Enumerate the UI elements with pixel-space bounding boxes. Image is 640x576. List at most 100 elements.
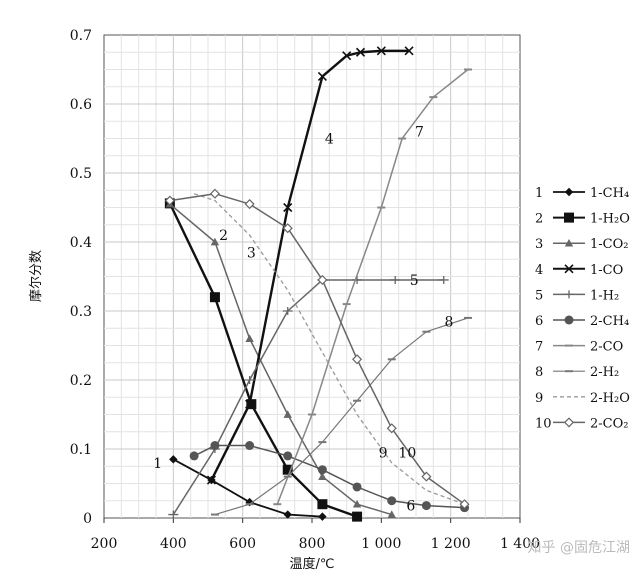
x-axis-title: 温度/℃ [290,556,335,572]
axes: 200 400 600 800 1 000 1 200 1 400 0 0.1 0.2 0.3 0.4… [70,28,540,552]
series-line [172,279,444,515]
data-point [244,199,255,210]
series-4 [206,46,414,485]
data-point [352,500,362,508]
data-point [206,475,217,485]
curve-label: 3 [247,245,256,261]
data-point [189,451,199,461]
x-tick-label: 600 [229,536,256,552]
series-7 [273,68,472,506]
curve-label: 10 [398,445,416,461]
legend-label: 1-CO [590,263,623,278]
data-point [246,399,257,410]
x-tick-label: 800 [299,536,326,552]
y-axis-title: 摩尔分数 [28,250,44,302]
data-point [387,510,396,518]
grid [103,34,521,519]
x-tick-label: 1 400 [500,536,540,552]
series-8 [210,316,472,516]
data-point [421,501,431,511]
data-point [244,376,255,384]
data-point [318,472,327,480]
data-point [387,496,397,506]
data-point [209,292,220,303]
x-tick-label: 400 [160,536,187,552]
data-point [283,410,292,418]
data-point [245,399,255,409]
x-tick-label: 1 000 [361,536,401,552]
legend-number: 1 [535,186,543,201]
data-point [404,46,414,56]
curve-label: 6 [406,499,415,515]
data-point [386,423,397,434]
legend-number: 6 [535,314,543,329]
data-point [352,511,363,522]
data-point [283,451,293,461]
data-point [564,264,574,274]
data-point [282,223,293,234]
y-tick-label: 0.2 [70,373,92,389]
curve-label: 4 [325,132,334,148]
legend-label: 2-CO₂ [590,416,628,431]
legend-number: 7 [535,340,543,355]
data-point [245,441,255,451]
legend-number: 2 [535,212,543,227]
series-layer [164,46,472,522]
x-tick-label: 1 200 [431,536,471,552]
data-point [352,482,362,492]
curve-labels: 1 2 3 4 5 6 7 8 9 10 [153,125,453,515]
series-6 [189,441,470,513]
curve-label: 5 [410,273,419,289]
data-point [317,274,328,285]
curve-label: 2 [219,228,228,244]
legend: 1 1-CH₄ 2 1-H₂O 3 1-CO₂ 4 1-CO 5 1-H₂ 6 2-CH₄ 7 2-CO 8… [535,186,630,431]
series-line [214,317,469,516]
y-tick-label: 0.1 [70,442,92,458]
data-point [564,290,574,299]
y-tick-label: 0.4 [70,235,92,251]
data-point [317,465,327,475]
y-tick-label: 0.5 [70,166,92,182]
data-point [318,512,327,521]
data-point [563,417,575,428]
data-point [210,441,220,451]
legend-label: 1-CH₄ [590,186,629,201]
data-point [317,499,328,510]
legend-label: 2-H₂ [590,365,619,380]
data-point [283,202,293,213]
data-point [459,499,470,510]
watermark: 知乎 @固危江湖 [528,539,630,556]
legend-label: 2-CH₄ [590,314,629,329]
data-point [564,212,574,223]
data-point [317,71,327,81]
y-tick-label: 0.7 [70,28,92,44]
curve-label: 9 [379,445,388,461]
y-tick-label: 0.3 [70,304,92,320]
series-line [210,49,410,481]
series-line [168,202,358,518]
data-point [438,275,449,284]
legend-number: 5 [535,288,543,303]
data-point [245,334,254,342]
data-point [282,307,293,315]
data-point [164,195,175,206]
data-point [355,47,366,57]
data-point [564,187,574,197]
data-point [342,51,352,61]
data-point [210,237,220,246]
series-line [193,193,465,505]
legend-number: 3 [535,237,543,252]
data-point [209,188,220,199]
legend-number: 4 [535,263,543,278]
series-9 [193,193,465,505]
legend-number: 9 [535,391,543,406]
legend-label: 2-CO [590,340,623,355]
series-10 [164,188,470,510]
data-point [168,510,179,519]
curve-label: 1 [153,456,162,472]
data-point [282,464,293,475]
x-tick-label: 200 [91,536,118,552]
legend-label: 1-H₂O [590,212,630,227]
data-point [169,455,178,464]
